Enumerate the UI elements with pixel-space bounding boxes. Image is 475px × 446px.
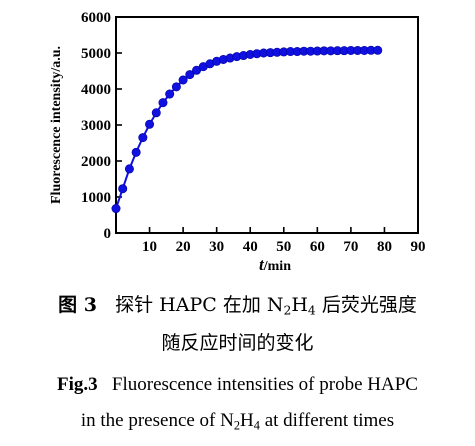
caption-cn-sub2: 4 bbox=[307, 303, 316, 318]
caption-en-text2: in the presence of N bbox=[80, 410, 234, 431]
caption-en-mid: H bbox=[240, 410, 254, 431]
caption-en-line1: Fig.3 Fluorescence intensities of probe … bbox=[0, 374, 475, 396]
y-axis-title: Fluorescence intensity/a.u. bbox=[49, 46, 64, 204]
caption-en-sub1: 2 bbox=[233, 418, 241, 433]
data-point bbox=[111, 204, 121, 214]
y-tick-label: 0 bbox=[104, 226, 112, 242]
data-point bbox=[185, 70, 195, 80]
data-point bbox=[124, 164, 134, 174]
axis-titles: Fluorescence intensity/a.u. t/min bbox=[49, 46, 291, 274]
data-point bbox=[145, 119, 155, 129]
x-axis-title-unit: /min bbox=[263, 259, 291, 274]
y-tick-label: 6000 bbox=[81, 10, 111, 26]
data-point bbox=[178, 75, 188, 85]
fluorescence-chart: 0 1000 2000 3000 4000 5000 6000 10 20 30 40 50 60 70 8… bbox=[49, 10, 426, 274]
data-point bbox=[131, 147, 141, 157]
x-tick-label: 50 bbox=[276, 239, 291, 255]
x-tick-label: 20 bbox=[176, 239, 191, 255]
ticks: 0 1000 2000 3000 4000 5000 6000 10 20 30 40 50 60 70 8… bbox=[81, 10, 426, 255]
series bbox=[111, 45, 383, 214]
series-line bbox=[115, 49, 378, 209]
caption-cn-line2: 随反应时间的变化 bbox=[0, 328, 475, 355]
caption-cn-sub1: 2 bbox=[283, 303, 292, 318]
caption-en-fig: Fig.3 bbox=[57, 374, 98, 395]
data-point bbox=[373, 45, 383, 55]
caption-cn-fig: 图 3 bbox=[58, 294, 97, 316]
x-tick-label: 70 bbox=[343, 239, 358, 255]
caption-en-tail: at different times bbox=[259, 410, 395, 431]
data-point bbox=[118, 184, 128, 194]
x-tick-label: 10 bbox=[142, 239, 157, 255]
caption-en-text1: Fluorescence intensities of probe HAPC bbox=[111, 374, 418, 395]
caption-en-sub2: 4 bbox=[253, 418, 260, 433]
x-axis-title-var: t bbox=[259, 255, 265, 274]
data-point bbox=[151, 108, 161, 118]
caption-cn-text1: 探针 HAPC 在加 N bbox=[115, 294, 284, 316]
data-point bbox=[138, 133, 148, 143]
y-tick-label: 3000 bbox=[81, 118, 111, 134]
caption-cn-line1: 图 3 探针 HAPC 在加 N2H4 后荧光强度 bbox=[0, 290, 475, 317]
x-axis-title: t/min bbox=[259, 255, 291, 274]
x-tick-label: 60 bbox=[310, 239, 325, 255]
caption-cn-mid: H bbox=[291, 294, 308, 316]
data-point bbox=[165, 89, 175, 99]
data-point bbox=[158, 98, 168, 108]
y-tick-label: 4000 bbox=[81, 82, 111, 98]
y-tick-label: 2000 bbox=[81, 154, 111, 170]
caption-en-line2: in the presence of N2H4 at different tim… bbox=[0, 410, 475, 432]
caption-cn-text2: 随反应时间的变化 bbox=[161, 332, 314, 354]
data-point bbox=[171, 82, 181, 92]
x-tick-label: 80 bbox=[377, 239, 392, 255]
y-tick-label: 5000 bbox=[81, 46, 111, 62]
caption-cn-tail: 后荧光强度 bbox=[315, 294, 417, 316]
x-tick-label: 30 bbox=[209, 239, 224, 255]
y-tick-label: 1000 bbox=[81, 190, 111, 206]
x-tick-label: 40 bbox=[243, 239, 258, 255]
x-tick-label: 90 bbox=[411, 239, 426, 255]
